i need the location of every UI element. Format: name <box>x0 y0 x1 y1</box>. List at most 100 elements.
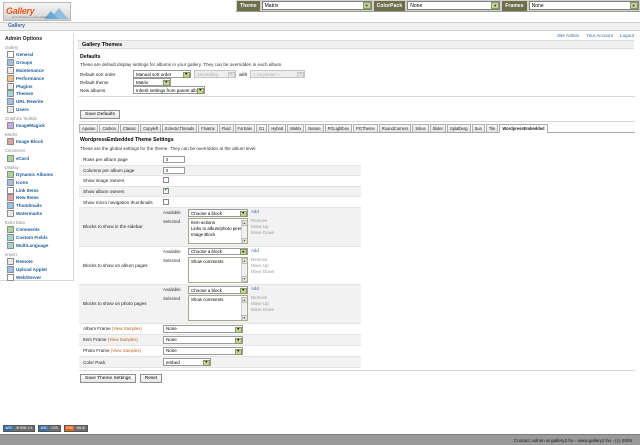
toolbar-frames-select[interactable]: None ▼ <box>528 1 639 10</box>
scroll-down-icon[interactable]: ▼ <box>241 276 247 282</box>
listbox-scrollbar[interactable]: ▲ ▼ <box>240 296 247 321</box>
selected-blocks-list[interactable]: Show comments ▲ ▼ <box>188 256 248 283</box>
frame-select[interactable]: None ▼ <box>163 347 243 355</box>
sidebar-item-thumbnails[interactable]: Thumbnails <box>3 202 70 210</box>
block-action-move-down[interactable]: Move Down <box>251 230 275 236</box>
chevron-down-icon[interactable]: ▼ <box>240 287 247 294</box>
available-block-select[interactable]: Choose a block ▼ <box>188 286 248 294</box>
scroll-down-icon[interactable]: ▼ <box>241 237 247 244</box>
sidebar-item-ecard[interactable]: eCard <box>3 154 70 162</box>
sidebar-item-link-items[interactable]: Link Items <box>3 186 70 194</box>
tab-g1[interactable]: G1 <box>255 124 268 132</box>
default-theme-select[interactable]: Matrix ▼ <box>133 78 171 86</box>
listbox-scrollbar[interactable]: ▲ ▼ <box>240 219 247 244</box>
sidebar-item-imagemagick[interactable]: ImageMagick <box>3 122 70 130</box>
sort-direction-select[interactable]: Ascending ▼ <box>194 70 236 78</box>
tab-sun[interactable]: Sun <box>471 124 485 132</box>
chevron-down-icon[interactable]: ▼ <box>203 359 210 366</box>
sidebar-item-image-block[interactable]: Image Block <box>3 138 70 146</box>
logout-link[interactable]: Logout <box>619 33 634 38</box>
block-action-remove[interactable]: Remove <box>251 256 268 262</box>
sidebar-item-icons[interactable]: Icons <box>3 178 70 186</box>
settings-checkbox[interactable] <box>163 198 169 205</box>
view-samples-link[interactable]: (View Samples) <box>110 348 141 354</box>
block-action-move-up[interactable]: Move Up <box>251 262 269 268</box>
sidebar-item-users[interactable]: Users <box>3 105 70 113</box>
sidebar-item-dynamic-albums[interactable]: Dynamic Albums <box>3 170 70 179</box>
default-sort-order-select[interactable]: Manual sort order ▼ <box>133 70 191 78</box>
chevron-down-icon[interactable]: ▼ <box>629 2 638 9</box>
frame-select[interactable]: None ▼ <box>163 336 243 344</box>
sidebar-item-new-items[interactable]: New Items <box>3 194 70 202</box>
sidebar-item-performance[interactable]: Performance <box>3 74 70 82</box>
selected-blocks-list[interactable]: Show comments ▲ ▼ <box>188 295 248 322</box>
block-action-move-up[interactable]: Move Up <box>251 224 269 230</box>
validation-badge[interactable]: W3C XHTML 1.0 <box>3 425 36 432</box>
tab-carbon[interactable]: Carbon <box>99 124 119 132</box>
settings-text-input[interactable] <box>163 156 185 164</box>
new-albums-select[interactable]: Inherit settings from parent album ▼ <box>133 86 205 94</box>
tab-classic[interactable]: Classic <box>119 124 140 132</box>
tab-splatberg[interactable]: Splatberg <box>447 124 471 132</box>
view-samples-link[interactable]: (View Samples) <box>107 337 138 343</box>
chevron-down-icon[interactable]: ▼ <box>163 79 170 86</box>
tab-nature[interactable]: Nature <box>305 124 324 132</box>
site-admin-link[interactable]: Site Admin <box>557 33 580 38</box>
gallery-logo[interactable]: Gallery your photos on your website <box>3 2 71 21</box>
toolbar-colorpack-select[interactable]: None ▼ <box>407 1 501 10</box>
tab-eclecticthreads[interactable]: EclecticThreads <box>162 124 198 132</box>
chevron-down-icon[interactable]: ▼ <box>183 71 190 78</box>
block-action-remove[interactable]: Remove <box>251 295 268 301</box>
settings-text-input[interactable] <box>163 166 185 174</box>
sidebar-item-groups[interactable]: Groups <box>3 59 70 67</box>
sidebar-item-url-rewrite[interactable]: URL Rewrite <box>3 98 70 106</box>
add-block-button[interactable]: Add <box>251 247 259 253</box>
list-item[interactable]: Links to album/photo peers <box>191 226 244 232</box>
block-action-move-down[interactable]: Move Down <box>251 307 275 313</box>
toolbar-theme-select[interactable]: Matrix ▼ <box>261 1 372 10</box>
listbox-scrollbar[interactable]: ▲ ▼ <box>240 258 247 282</box>
block-action-move-up[interactable]: Move Up <box>251 301 269 307</box>
sidebar-item-upload-applet[interactable]: Upload Applet <box>3 265 70 273</box>
sidebar-item-multilanguage[interactable]: MultiLanguage <box>3 241 70 249</box>
chevron-down-icon[interactable]: ▼ <box>235 348 242 355</box>
tab-tile[interactable]: Tile <box>485 124 499 132</box>
tab-wordpressembedded[interactable]: WordpressEmbedded <box>499 124 548 133</box>
color-pack-select[interactable]: embed ▼ <box>163 358 211 366</box>
add-block-button[interactable]: Add <box>251 209 259 215</box>
scroll-up-icon[interactable]: ▲ <box>241 219 247 226</box>
sort-preset-select[interactable]: < no preset > ▼ <box>250 70 306 78</box>
block-action-remove[interactable]: Remove <box>251 218 268 224</box>
save-defaults-button[interactable]: Save Defaults <box>80 110 120 120</box>
sidebar-item-general[interactable]: General <box>3 51 70 59</box>
validation-badge[interactable]: W3C CSS <box>38 425 61 432</box>
list-item[interactable]: Show comments <box>191 258 224 264</box>
tab-fluid[interactable]: Fluid <box>218 124 234 132</box>
tab-slider[interactable]: Slider <box>429 124 447 132</box>
scroll-up-icon[interactable]: ▲ <box>241 258 247 265</box>
available-block-select[interactable]: Choose a block ▼ <box>188 209 248 217</box>
scroll-down-icon[interactable]: ▼ <box>241 314 247 321</box>
frame-select[interactable]: None ▼ <box>163 325 243 333</box>
chevron-down-icon[interactable]: ▼ <box>297 71 304 78</box>
chevron-down-icon[interactable]: ▼ <box>235 326 242 333</box>
tab-sirius[interactable]: Sirius <box>412 124 429 132</box>
tab-hybrid[interactable]: Hybrid <box>268 124 287 132</box>
chevron-down-icon[interactable]: ▼ <box>362 2 371 9</box>
tab-floatrix[interactable]: Floatrix <box>198 124 218 132</box>
list-item[interactable]: Image Block <box>191 232 216 238</box>
selected-blocks-list[interactable]: Item-actions Links to album/photo peers Im… <box>188 218 248 245</box>
sidebar-item-themes[interactable]: Themes <box>3 90 70 98</box>
sidebar-item-watermarks[interactable]: Watermarks <box>3 209 70 218</box>
save-theme-settings-button[interactable]: Save Theme Settings <box>80 374 136 384</box>
list-item[interactable]: Item-actions <box>191 220 215 226</box>
tab-copyleft[interactable]: Copyleft <box>140 124 162 132</box>
tab-matrix[interactable]: Matrix <box>287 124 305 132</box>
scroll-up-icon[interactable]: ▲ <box>241 296 247 303</box>
sidebar-item-custom-fields[interactable]: Custom Fields <box>3 233 70 242</box>
chevron-down-icon[interactable]: ▼ <box>197 87 204 94</box>
tab-ajaxian[interactable]: Ajaxian <box>79 124 99 132</box>
your-account-link[interactable]: Your Account <box>586 33 613 38</box>
block-action-move-down[interactable]: Move Down <box>251 268 275 274</box>
sidebar-item-maintenance[interactable]: Maintenance <box>3 66 70 75</box>
